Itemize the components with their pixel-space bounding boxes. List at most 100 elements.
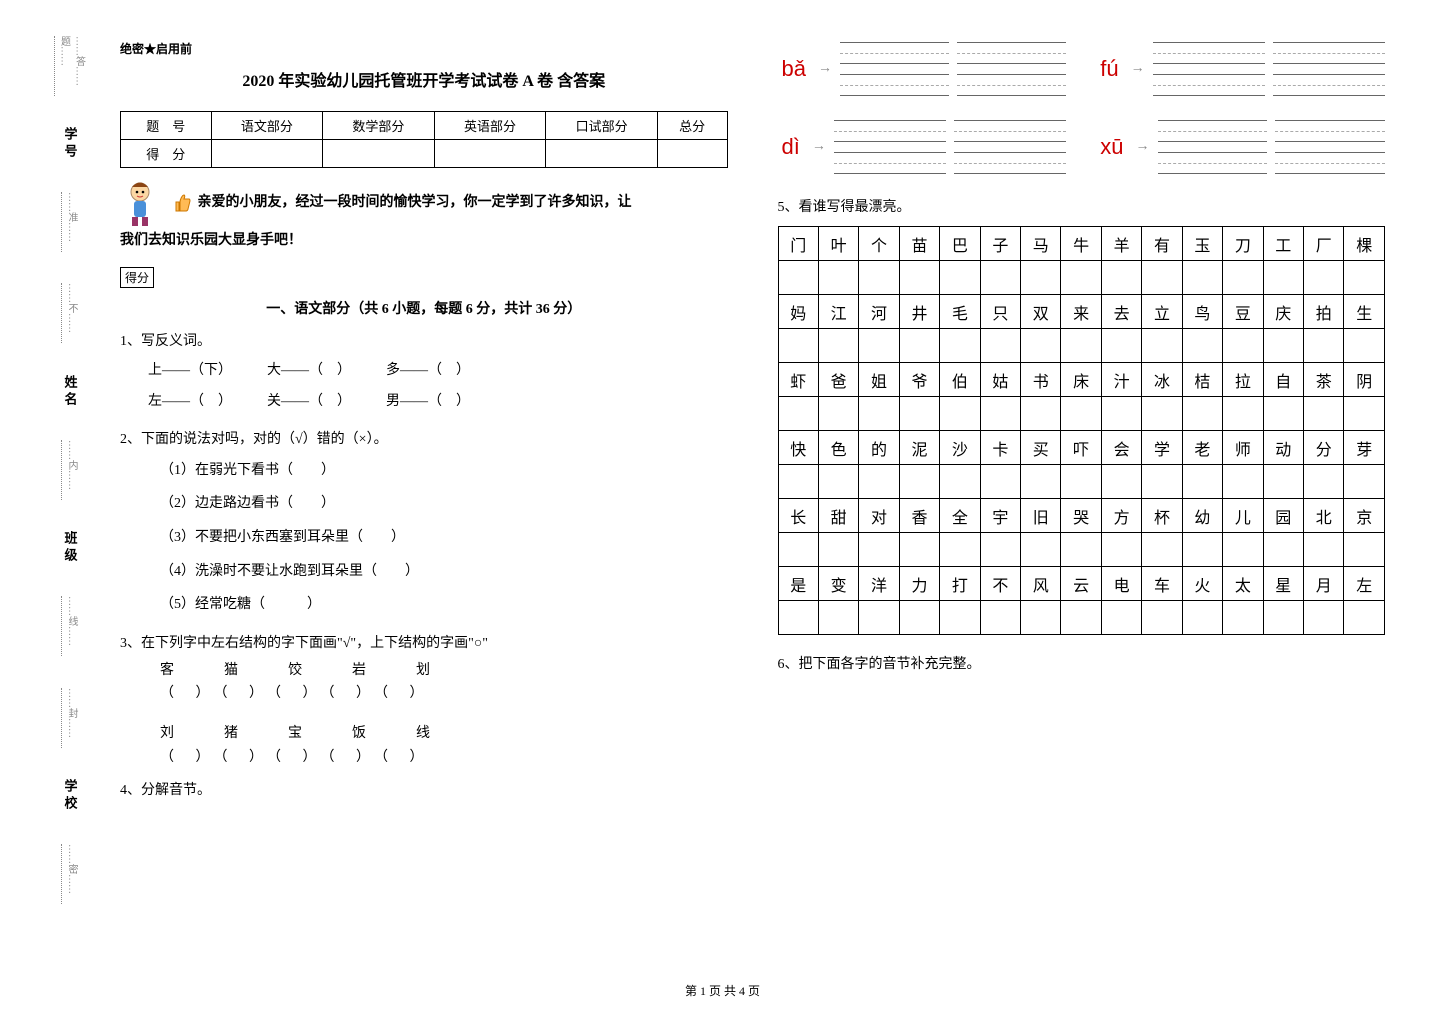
practice-cell[interactable] bbox=[1303, 329, 1343, 363]
practice-cell[interactable] bbox=[1021, 601, 1061, 635]
practice-cell[interactable] bbox=[1223, 601, 1263, 635]
practice-cell[interactable] bbox=[1263, 329, 1303, 363]
write-line[interactable] bbox=[840, 42, 949, 64]
write-line[interactable] bbox=[1153, 42, 1265, 64]
practice-cell[interactable] bbox=[1344, 465, 1385, 499]
practice-cell[interactable] bbox=[1061, 601, 1101, 635]
practice-cell[interactable] bbox=[1223, 533, 1263, 567]
practice-cell[interactable] bbox=[1263, 261, 1303, 295]
practice-cell[interactable] bbox=[940, 601, 980, 635]
practice-cell[interactable] bbox=[899, 601, 939, 635]
practice-cell[interactable] bbox=[778, 465, 818, 499]
practice-cell[interactable] bbox=[980, 261, 1020, 295]
practice-cell[interactable] bbox=[940, 465, 980, 499]
practice-cell[interactable] bbox=[1223, 465, 1263, 499]
write-line[interactable] bbox=[954, 120, 1066, 142]
practice-cell[interactable] bbox=[1021, 533, 1061, 567]
practice-cell[interactable] bbox=[1142, 261, 1182, 295]
practice-cell[interactable] bbox=[940, 533, 980, 567]
practice-cell[interactable] bbox=[1021, 397, 1061, 431]
practice-cell[interactable] bbox=[899, 261, 939, 295]
practice-cell[interactable] bbox=[1303, 465, 1343, 499]
practice-cell[interactable] bbox=[1021, 465, 1061, 499]
practice-cell[interactable] bbox=[778, 397, 818, 431]
practice-cell[interactable] bbox=[899, 397, 939, 431]
practice-cell[interactable] bbox=[859, 261, 899, 295]
practice-cell[interactable] bbox=[899, 533, 939, 567]
write-line[interactable] bbox=[1275, 120, 1385, 142]
practice-cell[interactable] bbox=[1061, 329, 1101, 363]
practice-cell[interactable] bbox=[1021, 329, 1061, 363]
practice-cell[interactable] bbox=[1344, 601, 1385, 635]
write-line[interactable] bbox=[840, 74, 949, 96]
write-line[interactable] bbox=[957, 42, 1066, 64]
practice-cell[interactable] bbox=[1101, 397, 1141, 431]
practice-cell[interactable] bbox=[1061, 533, 1101, 567]
practice-cell[interactable] bbox=[1303, 261, 1343, 295]
practice-cell[interactable] bbox=[1223, 261, 1263, 295]
practice-cell[interactable] bbox=[1182, 465, 1222, 499]
practice-cell[interactable] bbox=[1182, 261, 1222, 295]
practice-cell[interactable] bbox=[980, 533, 1020, 567]
practice-cell[interactable] bbox=[1223, 329, 1263, 363]
score-cell[interactable] bbox=[657, 140, 727, 168]
practice-cell[interactable] bbox=[859, 601, 899, 635]
practice-cell[interactable] bbox=[899, 465, 939, 499]
practice-cell[interactable] bbox=[1263, 465, 1303, 499]
practice-cell[interactable] bbox=[1101, 465, 1141, 499]
practice-cell[interactable] bbox=[1344, 329, 1385, 363]
practice-cell[interactable] bbox=[859, 465, 899, 499]
practice-cell[interactable] bbox=[1101, 601, 1141, 635]
score-cell[interactable] bbox=[546, 140, 658, 168]
practice-cell[interactable] bbox=[1263, 533, 1303, 567]
practice-cell[interactable] bbox=[940, 261, 980, 295]
practice-cell[interactable] bbox=[1303, 397, 1343, 431]
write-line[interactable] bbox=[1153, 74, 1265, 96]
practice-cell[interactable] bbox=[778, 533, 818, 567]
practice-cell[interactable] bbox=[1182, 329, 1222, 363]
practice-cell[interactable] bbox=[1101, 329, 1141, 363]
practice-cell[interactable] bbox=[940, 329, 980, 363]
write-line[interactable] bbox=[1158, 152, 1268, 174]
practice-cell[interactable] bbox=[1101, 261, 1141, 295]
write-line[interactable] bbox=[834, 120, 946, 142]
practice-cell[interactable] bbox=[818, 261, 858, 295]
practice-cell[interactable] bbox=[859, 329, 899, 363]
practice-cell[interactable] bbox=[1344, 261, 1385, 295]
write-line[interactable] bbox=[1273, 42, 1385, 64]
practice-cell[interactable] bbox=[1061, 465, 1101, 499]
practice-cell[interactable] bbox=[980, 601, 1020, 635]
write-line[interactable] bbox=[957, 74, 1066, 96]
practice-cell[interactable] bbox=[778, 261, 818, 295]
practice-cell[interactable] bbox=[980, 397, 1020, 431]
score-cell[interactable] bbox=[434, 140, 546, 168]
practice-cell[interactable] bbox=[778, 329, 818, 363]
practice-cell[interactable] bbox=[778, 601, 818, 635]
practice-cell[interactable] bbox=[859, 397, 899, 431]
write-line[interactable] bbox=[954, 152, 1066, 174]
practice-cell[interactable] bbox=[1182, 397, 1222, 431]
practice-cell[interactable] bbox=[1223, 397, 1263, 431]
practice-cell[interactable] bbox=[818, 397, 858, 431]
practice-cell[interactable] bbox=[1182, 533, 1222, 567]
practice-cell[interactable] bbox=[1021, 261, 1061, 295]
practice-cell[interactable] bbox=[818, 533, 858, 567]
practice-cell[interactable] bbox=[1142, 533, 1182, 567]
practice-cell[interactable] bbox=[1263, 601, 1303, 635]
write-line[interactable] bbox=[1158, 120, 1268, 142]
write-line[interactable] bbox=[1275, 152, 1385, 174]
practice-cell[interactable] bbox=[1303, 601, 1343, 635]
practice-cell[interactable] bbox=[818, 601, 858, 635]
practice-cell[interactable] bbox=[1142, 329, 1182, 363]
score-cell[interactable] bbox=[211, 140, 323, 168]
practice-cell[interactable] bbox=[1344, 397, 1385, 431]
practice-cell[interactable] bbox=[980, 329, 1020, 363]
practice-cell[interactable] bbox=[940, 397, 980, 431]
practice-cell[interactable] bbox=[1303, 533, 1343, 567]
practice-cell[interactable] bbox=[980, 465, 1020, 499]
practice-cell[interactable] bbox=[1344, 533, 1385, 567]
practice-cell[interactable] bbox=[818, 329, 858, 363]
practice-cell[interactable] bbox=[818, 465, 858, 499]
practice-cell[interactable] bbox=[1142, 397, 1182, 431]
score-cell[interactable] bbox=[323, 140, 435, 168]
